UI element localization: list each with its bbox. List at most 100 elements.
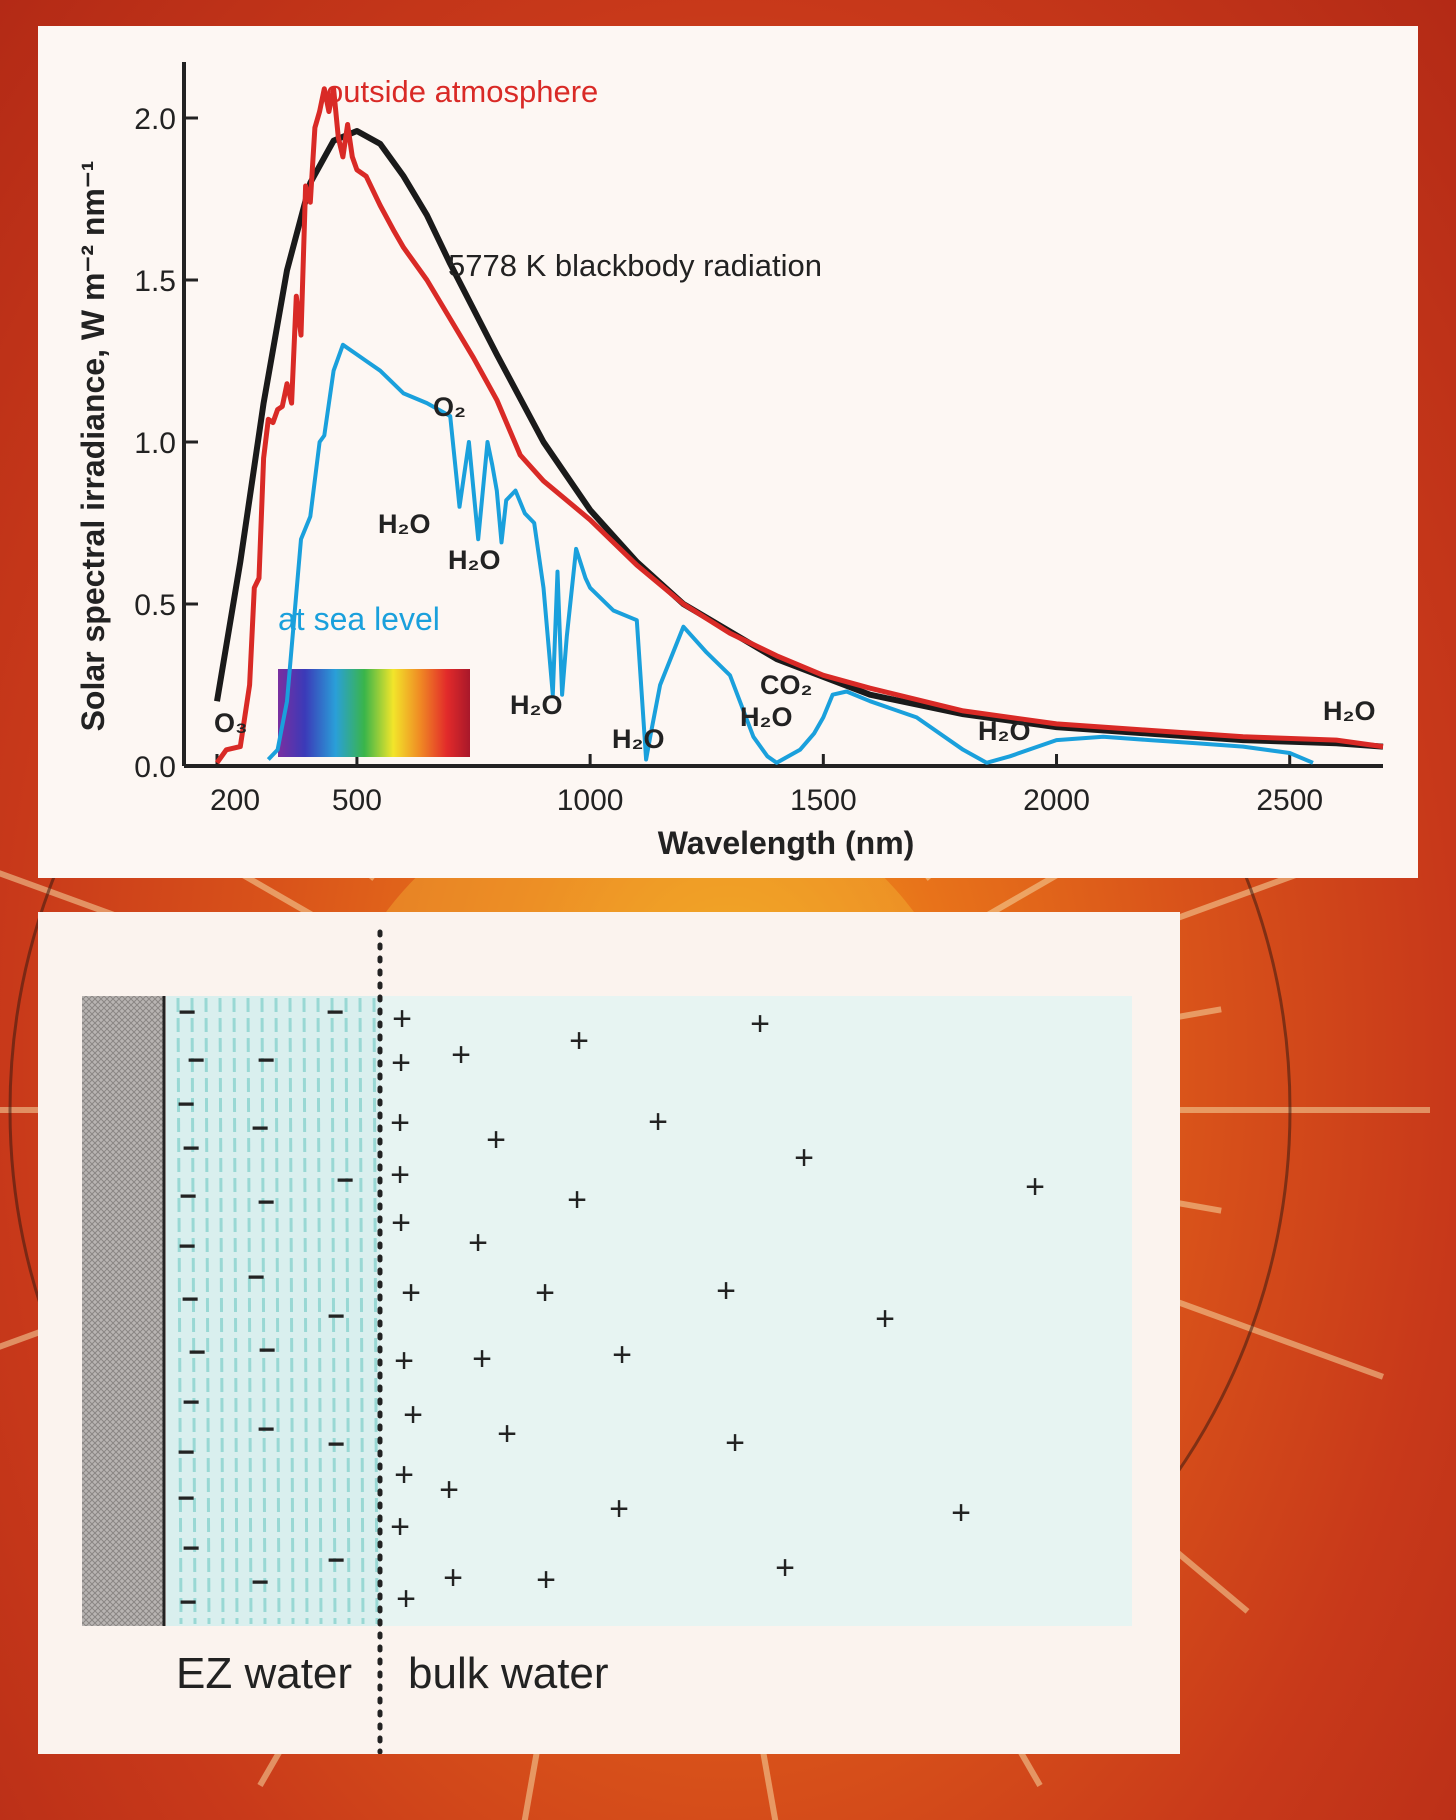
positive-charge: + <box>390 1508 410 1546</box>
negative-charge: − <box>177 1088 195 1121</box>
series-line-outside-atmosphere <box>214 86 1384 765</box>
negative-charge: − <box>257 1044 275 1077</box>
positive-charge: + <box>390 1104 410 1142</box>
absorption-label-h2o-3: H₂O <box>510 690 563 720</box>
positive-charge: + <box>472 1340 492 1378</box>
negative-charge: − <box>251 1566 269 1599</box>
positive-charge: + <box>794 1139 814 1177</box>
positive-charge: + <box>396 1580 416 1618</box>
positive-charge: + <box>535 1274 555 1312</box>
positive-charge: + <box>716 1272 736 1310</box>
absorption-label-h2o-7: H₂O <box>1323 696 1376 726</box>
negative-charge: − <box>247 1261 265 1294</box>
ez-water-streak <box>274 997 281 1625</box>
ez-water-streak <box>204 997 211 1625</box>
positive-charge: + <box>609 1490 629 1528</box>
positive-charge: + <box>612 1336 632 1374</box>
y-tick-label: 1.5 <box>134 265 176 298</box>
absorption-label-o2: O₂ <box>433 392 466 422</box>
ez-water-texture <box>176 997 379 1625</box>
ez-water-zone <box>166 996 380 1626</box>
positive-charge: + <box>1025 1168 1045 1206</box>
negative-charge: − <box>177 1436 195 1469</box>
ez-water-streak <box>372 997 379 1625</box>
absorption-label-h2o-4: H₂O <box>612 724 665 754</box>
x-ticks: 200 500 1000 1500 2000 2500 <box>210 754 1323 817</box>
negative-charge: − <box>182 1132 200 1165</box>
y-tick-label: 2.0 <box>134 103 176 136</box>
positive-charge: + <box>951 1494 971 1532</box>
ez-water-label: EZ water <box>176 1649 352 1698</box>
positive-charge: + <box>725 1424 745 1462</box>
negative-charge: − <box>326 996 344 1029</box>
ez-water-streak <box>232 997 239 1625</box>
positive-charge: + <box>391 1044 411 1082</box>
ez-water-streak <box>218 997 225 1625</box>
ez-water-streak <box>190 997 197 1625</box>
y-ticks: 0.0 0.5 1.0 1.5 2.0 <box>134 103 198 784</box>
positive-charge: + <box>750 1005 770 1043</box>
positive-charge: + <box>451 1036 471 1074</box>
positive-charge: + <box>390 1156 410 1194</box>
x-tick-label: 2000 <box>1023 784 1090 817</box>
negative-charge: − <box>257 1186 275 1219</box>
negative-charge: − <box>258 1334 276 1367</box>
series-line-sea-level <box>266 342 1314 765</box>
ez-water-streak <box>330 997 337 1625</box>
negative-charge: − <box>187 1044 205 1077</box>
negative-charge: − <box>257 1413 275 1446</box>
negative-charge: − <box>178 996 196 1029</box>
negative-charge: − <box>177 1482 195 1515</box>
ez-water-streak <box>288 997 295 1625</box>
visible-spectrum-bar <box>278 669 470 757</box>
ez-water-streak <box>302 997 309 1625</box>
absorption-label-h2o-2: H₂O <box>448 545 501 575</box>
negative-charge: − <box>181 1283 199 1316</box>
absorption-label-h2o-1: H₂O <box>378 509 431 539</box>
positive-charge: + <box>401 1274 421 1312</box>
x-tick-label: 1500 <box>790 784 857 817</box>
x-tick-label: 2500 <box>1256 784 1323 817</box>
bulk-water-zone <box>380 996 1132 1626</box>
ez-water-diagram-panel: − − − − − − − − − − − − − − − − − − − − − − − − − + + + + + + + + + + + + + +… <box>38 912 1180 1754</box>
positive-charge: + <box>391 1204 411 1242</box>
positive-charge: + <box>439 1471 459 1509</box>
positive-charge: + <box>775 1549 795 1587</box>
y-tick-label: 1.0 <box>134 427 176 460</box>
positive-charge: + <box>486 1121 506 1159</box>
negative-charge: − <box>327 1544 345 1577</box>
y-tick-label: 0.0 <box>134 751 176 784</box>
y-tick-label: 0.5 <box>134 589 176 622</box>
positive-charge: + <box>536 1561 556 1599</box>
annotation-outside-atmosphere: outside atmosphere <box>326 74 598 109</box>
positive-charge: + <box>648 1103 668 1141</box>
ez-water-diagram: −−−−−−−−−−−−−−−−−−−−−−−−− ++++++++++++++… <box>82 929 1132 1754</box>
y-axis-label: Solar spectral irradiance, W m⁻² nm⁻¹ <box>75 161 111 732</box>
ez-water-streak <box>316 997 323 1625</box>
x-tick-label: 200 <box>210 784 260 817</box>
negative-charge: − <box>336 1164 354 1197</box>
ez-water-streak <box>176 997 183 1625</box>
positive-charge: + <box>497 1415 517 1453</box>
series-lines <box>214 86 1384 765</box>
negative-charge: − <box>327 1300 345 1333</box>
positive-charge: + <box>443 1559 463 1597</box>
absorption-label-o3: O₃ <box>214 708 248 738</box>
solar-spectrum-chart-panel: 0.0 0.5 1.0 1.5 2.0 200 500 1000 1500 2000 2500 W… <box>38 26 1418 878</box>
x-tick-label: 1000 <box>557 784 624 817</box>
positive-charge: + <box>569 1022 589 1060</box>
chart-axes <box>182 62 1383 768</box>
ez-water-streak <box>358 997 365 1625</box>
negative-charge: − <box>251 1112 269 1145</box>
bulk-water-label: bulk water <box>408 1649 609 1698</box>
absorption-label-h2o-5: H₂O <box>740 702 793 732</box>
annotation-sea-level: at sea level <box>278 601 440 637</box>
positive-charges: +++++++++++++++++++++ ++++++++ ++ + + <box>390 1000 1045 1618</box>
negative-charge: − <box>182 1532 200 1565</box>
solar-spectrum-chart: 0.0 0.5 1.0 1.5 2.0 200 500 1000 1500 2000 2500 W… <box>75 62 1384 861</box>
negative-charge: − <box>188 1336 206 1369</box>
absorption-label-h2o-6: H₂O <box>978 716 1031 746</box>
negative-charge: − <box>178 1230 196 1263</box>
positive-charge: + <box>392 1000 412 1038</box>
x-axis-label: Wavelength (nm) <box>658 825 915 861</box>
